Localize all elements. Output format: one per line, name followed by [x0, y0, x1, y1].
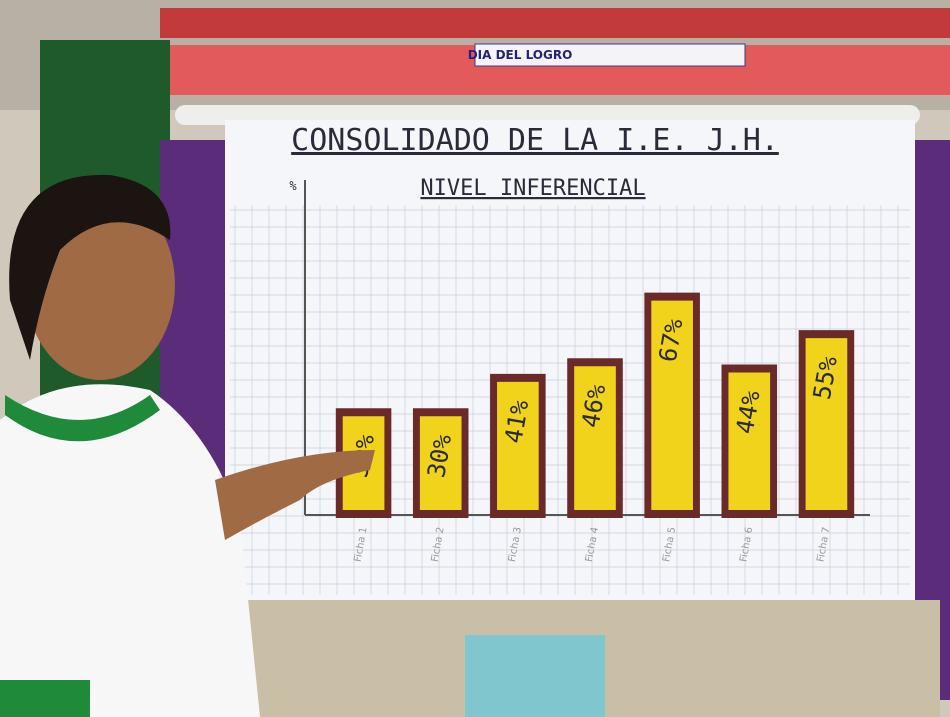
blue-box — [465, 635, 605, 717]
girl — [0, 174, 375, 717]
banner-text: DIA DEL LOGRO — [468, 48, 573, 62]
y-axis-label: % — [289, 179, 297, 193]
bar — [728, 372, 771, 510]
banner — [474, 43, 746, 67]
bar — [651, 300, 693, 510]
bar — [574, 366, 616, 510]
plot: 30%Ficha 130%Ficha 241%Ficha 346%Ficha 4… — [335, 292, 855, 563]
chart-title: CONSOLIDADO DE LA I.E. J.H. — [291, 123, 779, 158]
chart-subtitle: NIVEL INFERENCIAL — [420, 176, 645, 201]
bar — [419, 416, 462, 510]
upper-floor — [160, 8, 950, 38]
bar — [497, 381, 539, 510]
bar — [805, 338, 848, 510]
